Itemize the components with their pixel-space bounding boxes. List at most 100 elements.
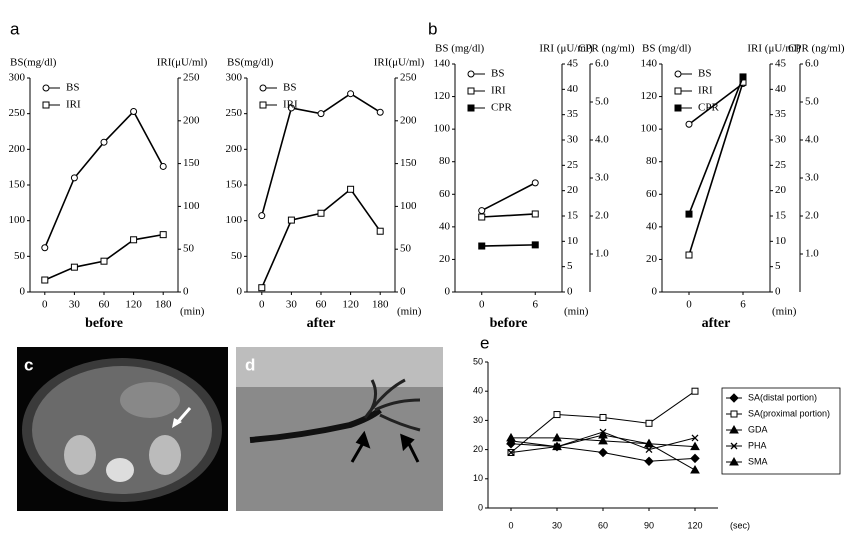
marker (347, 185, 355, 193)
legend-label: CPR (491, 102, 512, 114)
legend-marker (259, 84, 267, 92)
panel-label: d (245, 355, 255, 374)
line-chart: 0 30 60 120 180 (min) after 0 50 100 150 200 250 300 B… (226, 57, 425, 332)
marker (70, 263, 78, 271)
x-unit: (sec) (730, 520, 750, 530)
series-line (688, 82, 744, 256)
y-tick-label: 40 (646, 220, 658, 232)
x-tick-label: 0 (686, 299, 692, 311)
legend-label: SA(proximal portion) (748, 408, 830, 418)
series-line (481, 213, 536, 218)
legend-marker (42, 84, 50, 92)
y-tick-label: 50 (473, 356, 483, 366)
y-axis-label: CPR (ng/ml) (578, 43, 635, 55)
marker (645, 446, 653, 454)
series-line (481, 244, 536, 247)
legend-label: PHA (748, 440, 767, 450)
y-tick-label: 50 (14, 250, 26, 262)
y-tick-label: 35 (775, 108, 787, 120)
y-tick-label: 20 (473, 444, 483, 454)
marker (507, 449, 515, 456)
y-tick-label: 0 (237, 286, 243, 298)
y-tick-label: 150 (9, 179, 26, 191)
y-tick-label: 5 (775, 260, 781, 272)
marker (287, 216, 295, 224)
legend-label: GDA (748, 424, 768, 434)
x-tick-label: 30 (69, 299, 81, 311)
y-axis-label: BS (mg/dl) (642, 43, 692, 55)
marker (376, 108, 384, 116)
marker (691, 387, 699, 395)
x-unit: (min) (564, 306, 589, 318)
legend-marker (674, 87, 682, 95)
y-tick-label: 200 (400, 114, 417, 126)
legend-label: BS (283, 82, 296, 94)
y-tick-label: 0 (478, 502, 483, 512)
legend-label: IRI (491, 85, 506, 97)
x-tick-label: 30 (552, 520, 562, 530)
y-tick-label: 20 (567, 184, 579, 196)
y-tick-label: 40 (473, 386, 483, 396)
marker (598, 435, 608, 445)
marker (506, 432, 516, 442)
x-tick-label: 6 (740, 299, 746, 311)
x-tick-label: 120 (125, 299, 142, 311)
marker (130, 108, 138, 116)
y-tick-label: 40 (567, 83, 579, 95)
x-axis-label: after (307, 316, 336, 331)
y-tick-label: 1.0 (805, 248, 819, 260)
y-axis-label: IRI(μU/ml) (374, 57, 425, 69)
y-axis-label: BS(mg/dl) (10, 57, 57, 69)
marker (159, 162, 167, 170)
y-tick-label: 10 (473, 473, 483, 483)
legend-label: CPR (698, 102, 719, 114)
x-tick-label: 6 (533, 299, 539, 311)
marker (531, 179, 539, 187)
marker (70, 174, 78, 182)
marker (317, 209, 325, 217)
series-line (481, 182, 536, 212)
marker (258, 212, 266, 220)
y-tick-label: 250 (9, 107, 26, 119)
series-line (688, 76, 744, 215)
y-tick-label: 60 (439, 188, 451, 200)
y-tick-label: 25 (775, 159, 787, 171)
x-tick-label: 0 (508, 520, 513, 530)
y-tick-label: 120 (434, 90, 451, 102)
y-axis-label: CPR (ng/ml) (788, 43, 845, 55)
y-tick-label: 300 (226, 72, 243, 84)
y-tick-label: 3.0 (805, 172, 819, 184)
y-tick-label: 150 (226, 179, 243, 191)
y-axis-label: IRI (μU/ml) (747, 43, 801, 55)
y-tick-label: 3.0 (595, 172, 609, 184)
x-axis-label: before (85, 316, 123, 331)
legend-marker (674, 70, 682, 78)
y-tick-label: 140 (641, 58, 658, 70)
y-tick-label: 5 (567, 260, 573, 272)
marker (739, 73, 747, 81)
y-tick-label: 0 (183, 286, 189, 298)
y-tick-label: 6.0 (595, 58, 609, 70)
x-unit: (min) (772, 306, 797, 318)
y-tick-label: 250 (400, 72, 417, 84)
marker (599, 413, 607, 421)
marker (317, 110, 325, 118)
legend-label: SMA (748, 456, 768, 466)
marker (100, 257, 108, 265)
legend-marker (467, 104, 475, 112)
line-chart: 0 30 60 120 180 (min) before 0 50 100 150 200 250 300… (9, 57, 208, 332)
marker (553, 411, 561, 419)
y-tick-label: 35 (567, 108, 579, 120)
x-unit: (min) (180, 306, 205, 318)
angiogram-image (236, 347, 443, 511)
legend-label: IRI (283, 99, 298, 111)
y-tick-label: 30 (473, 415, 483, 425)
x-tick-label: 60 (598, 520, 608, 530)
panel-label: a (10, 19, 20, 38)
y-axis-label: IRI (μU/ml) (539, 43, 593, 55)
marker (376, 227, 384, 235)
x-tick-label: 120 (342, 299, 359, 311)
legend-marker (259, 101, 267, 109)
